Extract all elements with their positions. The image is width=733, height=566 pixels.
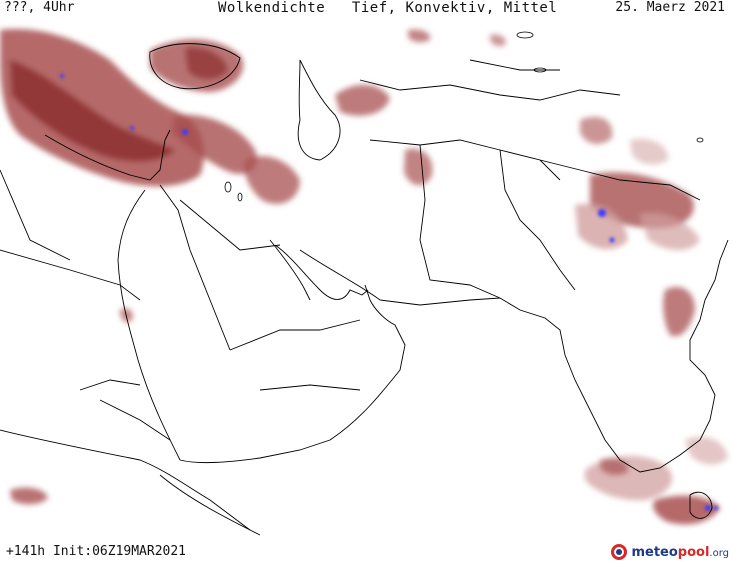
- meteopool-brand[interactable]: meteo pool .org: [610, 541, 729, 563]
- model-run-label: +141h Init:06Z19MAR2021: [6, 544, 187, 559]
- cloud-density-map: [0, 29, 729, 536]
- islands: [224, 31, 704, 202]
- brand-name-part1: meteo: [631, 544, 678, 560]
- cloud-layer: [0, 29, 728, 525]
- meteopool-logo-icon: [611, 544, 628, 560]
- convective-cells: [60, 74, 718, 511]
- brand-suffix: .org: [709, 548, 729, 559]
- forecast-date: 25. Maerz 2021: [615, 0, 725, 15]
- coastlines-borders: [0, 43, 729, 536]
- brand-name-part2: pool: [677, 544, 710, 560]
- map-title: Wolkendichte Tief, Konvektiv, Mittel: [218, 0, 558, 16]
- forecast-time-label: ???, 4Uhr: [4, 0, 75, 15]
